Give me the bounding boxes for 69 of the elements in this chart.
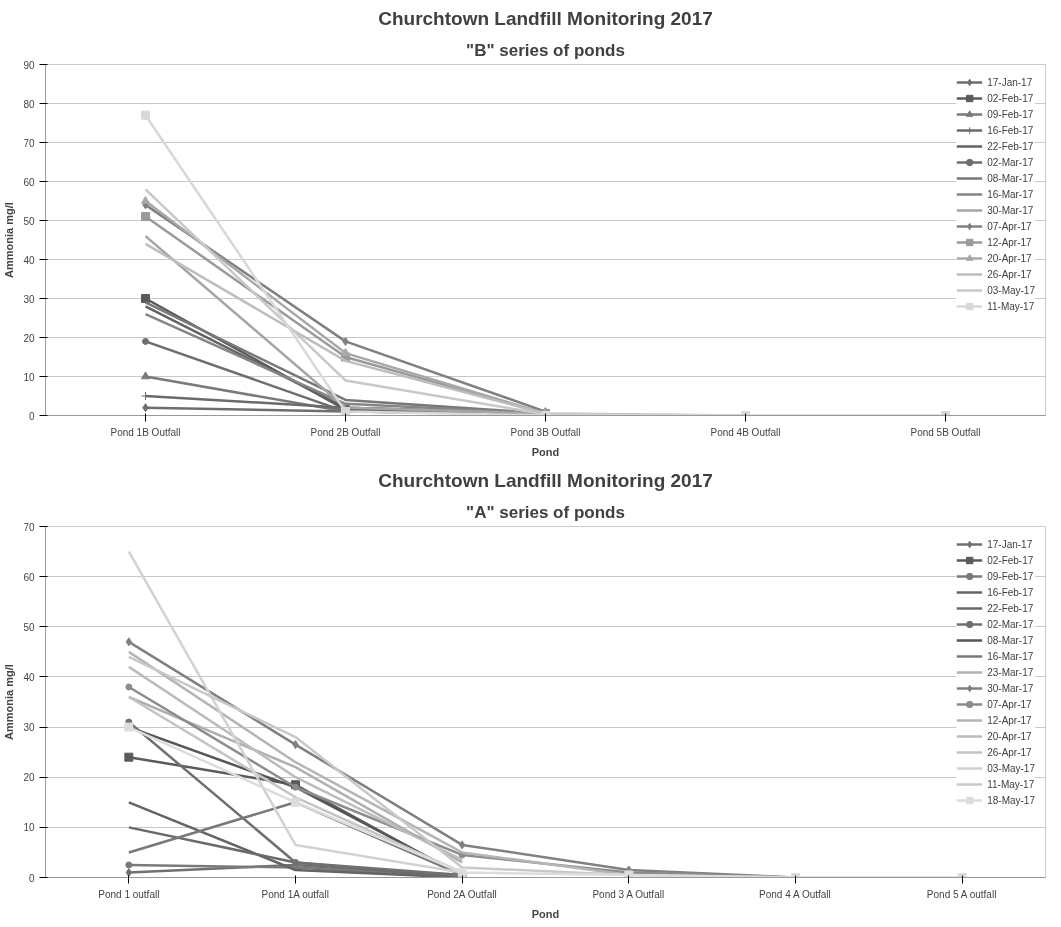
legend-label: 07-Apr-17 xyxy=(987,697,1032,712)
legend-label: 16-Mar-17 xyxy=(987,649,1034,664)
chart-subtitle: "B" series of ponds xyxy=(466,40,625,60)
legend-label: 22-Feb-17 xyxy=(987,601,1034,616)
y-axis-title: Ammonia mg/l xyxy=(3,202,16,278)
x-tick-label: Pond 1A outfall xyxy=(261,888,329,900)
x-axis-title: Pond xyxy=(531,907,560,920)
x-tick-label: Pond 3 A Outfall xyxy=(592,888,665,900)
legend-label: 20-Apr-17 xyxy=(987,251,1032,266)
x-tick-label: Pond 4 A Outfall xyxy=(759,888,831,900)
legend-label: 08-Mar-17 xyxy=(987,171,1034,186)
y-tick-label: 20 xyxy=(23,332,35,344)
legend-label: 22-Feb-17 xyxy=(987,139,1034,154)
y-axis-title: Ammonia mg/l xyxy=(3,664,16,740)
y-tick-label: 60 xyxy=(23,176,35,188)
legend-label: 09-Feb-17 xyxy=(987,569,1034,584)
legend-label: 26-Apr-17 xyxy=(987,267,1032,282)
legend-label: 09-Feb-17 xyxy=(987,107,1034,122)
legend-label: 08-Mar-17 xyxy=(987,633,1034,648)
x-tick-label: Pond 4B Outfall xyxy=(710,426,781,438)
x-tick-label: Pond 1 outfall xyxy=(98,888,160,900)
x-tick-label: Pond 3B Outfall xyxy=(510,426,581,438)
y-tick-label: 10 xyxy=(23,822,35,834)
y-tick-label: 60 xyxy=(23,571,35,583)
legend-label: 02-Feb-17 xyxy=(987,553,1034,568)
legend-label: 16-Feb-17 xyxy=(987,585,1034,600)
legend-label: 03-May-17 xyxy=(987,283,1035,298)
legend-label: 30-Mar-17 xyxy=(987,681,1034,696)
y-tick-label: 40 xyxy=(23,254,35,266)
y-tick-label: 50 xyxy=(23,215,35,227)
legend-label: 12-Apr-17 xyxy=(987,235,1032,250)
y-tick-label: 70 xyxy=(23,521,35,533)
y-tick-label: 20 xyxy=(23,772,35,784)
y-tick-label: 50 xyxy=(23,621,35,633)
chart-title: Churchtown Landfill Monitoring 2017 xyxy=(378,7,713,29)
chart-subtitle: "A" series of ponds xyxy=(466,502,625,522)
legend-label: 11-May-17 xyxy=(987,299,1035,314)
x-axis-title: Pond xyxy=(531,445,560,458)
legend-label: 17-Jan-17 xyxy=(987,537,1033,552)
legend-label: 18-May-17 xyxy=(987,793,1035,808)
x-tick-label: Pond 2A Outfall xyxy=(427,888,497,900)
x-tick-label: Pond 1B Outfall xyxy=(110,426,181,438)
y-tick-label: 10 xyxy=(23,371,35,383)
legend-label: 11-May-17 xyxy=(987,777,1035,792)
legend-label: 16-Mar-17 xyxy=(987,187,1034,202)
legend-label: 17-Jan-17 xyxy=(987,75,1033,90)
y-tick-label: 80 xyxy=(23,98,35,110)
legend-label: 16-Feb-17 xyxy=(987,123,1034,138)
legend-label: 02-Mar-17 xyxy=(987,617,1034,632)
legend-label: 02-Feb-17 xyxy=(987,91,1034,106)
y-tick-label: 30 xyxy=(23,293,35,305)
y-tick-label: 90 xyxy=(23,59,35,71)
legend-label: 20-Apr-17 xyxy=(987,729,1032,744)
legend-label: 02-Mar-17 xyxy=(987,155,1034,170)
legend-label: 12-Apr-17 xyxy=(987,713,1032,728)
chart-title: Churchtown Landfill Monitoring 2017 xyxy=(378,469,713,491)
legend-label: 26-Apr-17 xyxy=(987,745,1032,760)
y-tick-label: 70 xyxy=(23,137,35,149)
y-tick-label: 30 xyxy=(23,722,35,734)
y-tick-label: 0 xyxy=(28,410,35,422)
y-tick-label: 40 xyxy=(23,671,35,683)
y-tick-label: 0 xyxy=(28,872,35,884)
x-tick-label: Pond 5B Outfall xyxy=(910,426,981,438)
legend-label: 07-Apr-17 xyxy=(987,219,1032,234)
legend-label: 03-May-17 xyxy=(987,761,1035,776)
legend-label: 23-Mar-17 xyxy=(987,665,1034,680)
x-tick-label: Pond 5 A outfall xyxy=(926,888,997,900)
legend-label: 30-Mar-17 xyxy=(987,203,1034,218)
x-tick-label: Pond 2B Outfall xyxy=(310,426,381,438)
